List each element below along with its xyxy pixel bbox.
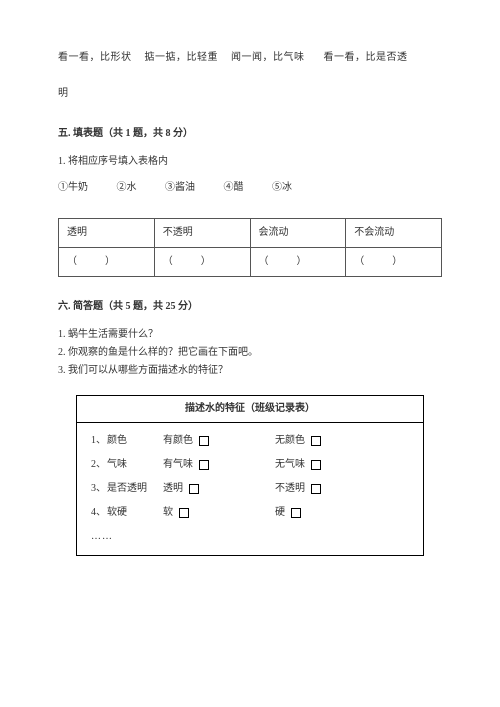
row1-num: 1、 [91,433,107,449]
q6-1: 1. 蜗牛生活需要什么？ [58,327,442,343]
checkbox-icon[interactable] [179,508,189,518]
row1-label: 颜色 [107,433,163,449]
th-3: 会流动 [250,219,346,248]
row3-num: 3、 [91,481,107,497]
section5-choices: ①牛奶 ②水 ③酱油 ④醋 ⑤冰 [58,180,442,196]
choice-3: ③酱油 [165,180,195,196]
checkbox-icon[interactable] [291,508,301,518]
row2-opt2: 无气味 [275,457,335,473]
row2-num: 2、 [91,457,107,473]
cell-3[interactable]: （） [250,248,346,277]
th-1: 透明 [59,219,155,248]
record-row-1: 1、 颜色 有颜色 无颜色 [91,433,409,449]
row1-opt2: 无颜色 [275,433,335,449]
q6-2: 2. 你观察的鱼是什么样的？把它画在下面吧。 [58,345,442,361]
record-row-2: 2、 气味 有气味 无气味 [91,457,409,473]
row2-opt1: 有气味 [163,457,223,473]
record-box: 描述水的特征（班级记录表） 1、 颜色 有颜色 无颜色 2、 气味 有气味 无气… [76,395,424,556]
intro-p5: 明 [58,88,68,99]
checkbox-icon[interactable] [199,436,209,446]
intro-p1: 看一看，比形状 [58,52,132,63]
checkbox-icon[interactable] [311,436,321,446]
record-row-3: 3、 是否透明 透明 不透明 [91,481,409,497]
row2-label: 气味 [107,457,163,473]
choice-4: ④醋 [224,180,244,196]
intro-p2: 掂一掂，比轻重 [145,52,219,63]
row1-opt1: 有颜色 [163,433,223,449]
row4-opt1: 软 [163,505,223,521]
row3-label: 是否透明 [107,481,163,497]
checkbox-icon[interactable] [189,484,199,494]
section6-title: 六. 简答题（共 5 题，共 25 分） [58,299,442,315]
checkbox-icon[interactable] [311,484,321,494]
intro-p4: 看一看，比是否透 [324,52,408,63]
row3-opt2: 不透明 [275,481,335,497]
qa-list: 1. 蜗牛生活需要什么？ 2. 你观察的鱼是什么样的？把它画在下面吧。 3. 我… [58,327,442,379]
checkbox-icon[interactable] [199,460,209,470]
choice-1: ①牛奶 [58,180,88,196]
intro-p3: 闻一闻，比气味 [231,52,305,63]
q6-3: 3. 我们可以从哪些方面描述水的特征？ [58,363,442,379]
cell-4[interactable]: （） [346,248,442,277]
row4-label: 软硬 [107,505,163,521]
cell-1[interactable]: （） [59,248,155,277]
record-row-4: 4、 软硬 软 硬 [91,505,409,521]
cell-2[interactable]: （） [154,248,250,277]
th-2: 不透明 [154,219,250,248]
intro-line-1: 看一看，比形状 掂一掂，比轻重 闻一闻，比气味 看一看，比是否透 [58,50,442,66]
answer-table: 透明 不透明 会流动 不会流动 （） （） （） （） [58,218,442,277]
record-dots: …… [91,529,409,545]
intro-line-2: 明 [58,86,442,102]
record-title: 描述水的特征（班级记录表） [77,396,423,423]
choice-2: ②水 [117,180,137,196]
row4-num: 4、 [91,505,107,521]
choice-5: ⑤冰 [272,180,292,196]
row4-opt2: 硬 [275,505,335,521]
row3-opt1: 透明 [163,481,223,497]
th-4: 不会流动 [346,219,442,248]
section5-q1: 1. 将相应序号填入表格内 [58,154,442,170]
section5-title: 五. 填表题（共 1 题，共 8 分） [58,126,442,142]
checkbox-icon[interactable] [311,460,321,470]
